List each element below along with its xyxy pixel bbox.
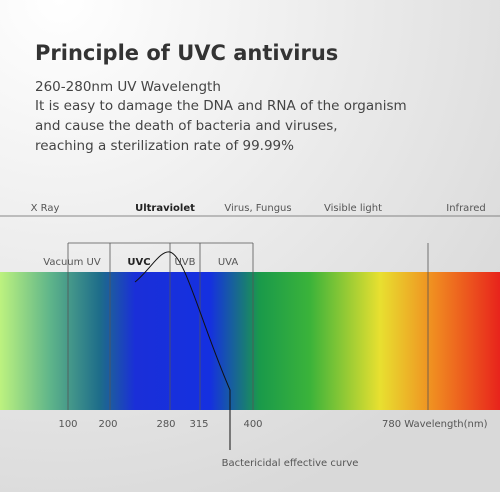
wavelength-label: 280: [156, 419, 175, 430]
wavelength-label: 315: [189, 419, 208, 430]
band-lines: [67, 242, 429, 410]
region-label: Visible light: [324, 203, 382, 214]
wavelength-label: 780 Wavelength(nm): [382, 419, 488, 430]
bactericidal-curve: [134, 251, 231, 450]
wavelength-label: 200: [98, 419, 117, 430]
band-label: UVC: [127, 257, 150, 268]
region-label: Ultraviolet: [135, 203, 195, 214]
subtitle: 260-280nm UV Wavelength: [35, 79, 221, 95]
text-line: reaching a sterilization rate of 99.99%: [35, 138, 294, 154]
band-label: Vacuum UV: [43, 257, 101, 268]
wavelength-label: 400: [243, 419, 262, 430]
band-label: UVB: [174, 257, 195, 268]
region-label: X Ray: [31, 203, 60, 214]
curve-label: Bactericidal effective curve: [222, 458, 359, 469]
text-line: It is easy to damage the DNA and RNA of …: [35, 98, 407, 114]
region-label: Virus, Fungus: [224, 203, 291, 214]
wavelength-label: 100: [58, 419, 77, 430]
title: Principle of UVC antivirus: [35, 41, 338, 65]
band-label: UVA: [218, 257, 239, 268]
text-line: and cause the death of bacteria and viru…: [35, 118, 338, 134]
region-label: Infrared: [446, 203, 485, 214]
spectrum-band: [0, 272, 500, 410]
